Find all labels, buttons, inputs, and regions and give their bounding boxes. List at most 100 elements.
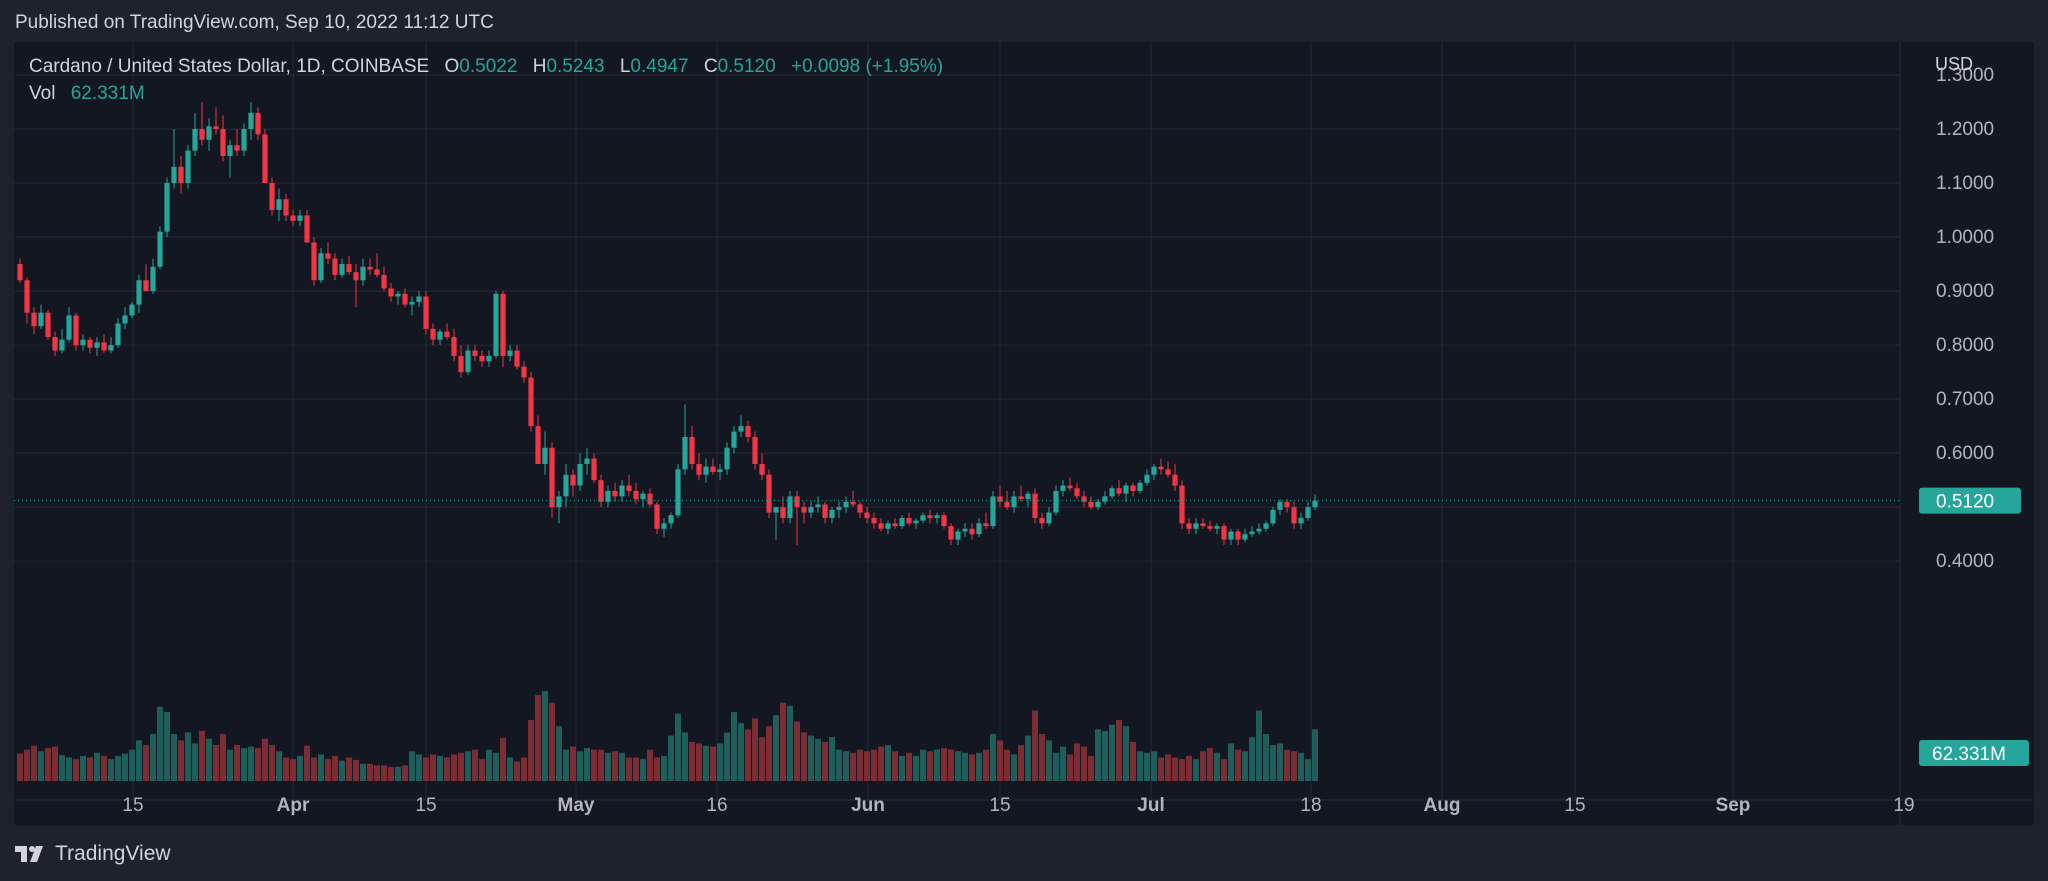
volume-bar — [178, 740, 184, 781]
candle-body — [437, 331, 443, 340]
volume-bar — [1200, 751, 1206, 781]
x-tick-label: 18 — [1300, 795, 1321, 816]
symbol-label: Cardano / United States Dollar, 1D, COIN… — [29, 56, 430, 77]
low-value: 0.4947 — [630, 56, 689, 77]
volume-bar — [934, 749, 940, 781]
volume-bar — [878, 746, 884, 781]
candle-body — [906, 517, 912, 524]
candle-body — [17, 264, 23, 281]
chart-frame[interactable] — [14, 42, 2034, 825]
volume-bar — [444, 757, 450, 781]
candle-body — [829, 509, 835, 518]
volume-bar — [493, 752, 499, 781]
volume-bar — [626, 757, 632, 781]
candle-body — [927, 515, 933, 518]
volume-bar — [640, 759, 646, 781]
candle-body — [52, 337, 58, 351]
volume-bar — [150, 734, 156, 781]
candle-body — [1123, 485, 1129, 494]
tradingview-logo[interactable]: TradingView — [15, 842, 171, 866]
candle-body — [318, 253, 324, 281]
volume-bar — [1088, 755, 1094, 781]
candle-body — [801, 507, 807, 513]
candle-body — [381, 274, 387, 289]
close-label: C — [703, 56, 718, 77]
candle-body — [542, 447, 548, 464]
volume-bar — [360, 763, 366, 781]
volume-bar — [500, 737, 506, 781]
volume-bar — [1116, 719, 1122, 781]
candle-body — [1284, 501, 1290, 508]
candle-body — [220, 129, 226, 157]
volume-bar — [31, 745, 37, 781]
candle-body — [528, 377, 534, 427]
candle-body — [626, 485, 632, 491]
volume-bar — [773, 715, 779, 781]
close-value: 0.5120 — [717, 56, 776, 77]
candle-body — [1193, 523, 1199, 529]
volume-bar — [731, 712, 737, 781]
candle-body — [535, 426, 541, 464]
volume-bar — [115, 755, 121, 781]
volume-bar — [304, 745, 310, 781]
candle-body — [822, 504, 828, 518]
candle-body — [766, 474, 772, 513]
candle-body — [136, 280, 142, 305]
volume-bar — [612, 751, 618, 781]
volume-bar — [1284, 749, 1290, 781]
volume-bar — [752, 718, 758, 781]
candle-body — [717, 469, 723, 473]
candle-body — [577, 463, 583, 486]
volume-bar — [52, 746, 58, 781]
volume-bar — [1312, 729, 1318, 781]
volume-bar — [185, 732, 191, 781]
volume-bar — [451, 754, 457, 781]
volume-bar — [171, 734, 177, 781]
volume-bar — [696, 743, 702, 781]
volume-bar — [423, 757, 429, 781]
candle-body — [129, 304, 135, 316]
volume-bar — [1144, 752, 1150, 781]
candle-body — [80, 339, 86, 346]
candle-body — [605, 490, 611, 502]
volume-bar — [388, 766, 394, 781]
candle-body — [878, 523, 884, 529]
y-tick-label: 0.4000 — [1936, 551, 1994, 572]
volume-bar — [1235, 749, 1241, 781]
candle-body — [164, 183, 170, 232]
candle-body — [1214, 526, 1220, 529]
candle-body — [213, 126, 219, 130]
x-tick-label: 16 — [706, 795, 727, 816]
candle-body — [283, 199, 289, 216]
candle-body — [668, 515, 674, 524]
volume-bar — [703, 745, 709, 781]
candle-body — [374, 269, 380, 275]
volume-bar — [283, 757, 289, 781]
low-label: L — [619, 56, 631, 77]
volume-bar — [521, 757, 527, 781]
volume-bar — [227, 749, 233, 781]
candle-body — [108, 345, 114, 351]
volume-bar — [717, 743, 723, 781]
candle-body — [955, 531, 961, 540]
last-volume-text: 62.331M — [1932, 744, 2006, 765]
volume-bar — [745, 729, 751, 781]
volume-bar — [647, 749, 653, 781]
volume-bar — [353, 759, 359, 781]
candle-body — [1235, 531, 1241, 540]
volume-bar — [633, 757, 639, 781]
candle-body — [199, 129, 205, 140]
volume-bar — [1214, 752, 1220, 781]
volume-bar — [38, 751, 44, 781]
candle-body — [920, 515, 926, 521]
candle-body — [871, 517, 877, 524]
volume-bar — [101, 755, 107, 781]
candle-body — [1270, 509, 1276, 524]
candle-body — [304, 215, 310, 243]
volume-bar — [1242, 751, 1248, 781]
volume-bar — [1039, 734, 1045, 781]
candle-body — [584, 458, 590, 464]
high-label: H — [532, 56, 547, 77]
volume-bar — [430, 754, 436, 781]
